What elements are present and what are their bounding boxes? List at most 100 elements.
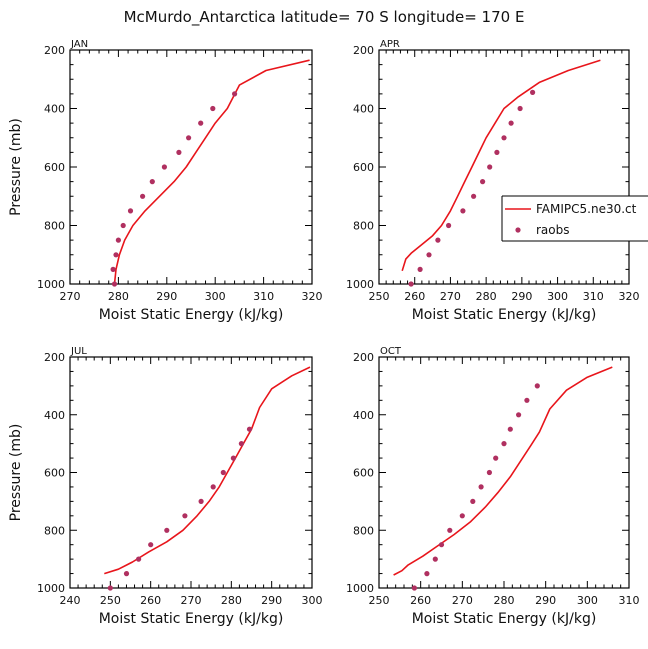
raobs-point [176,149,182,155]
raobs-point [408,281,414,287]
raobs-point [494,149,500,155]
y-axis-label: Pressure (mb) [8,424,24,522]
raobs-point [230,455,236,461]
x-tick-label: 280 [221,594,242,607]
plot-frame [69,356,313,589]
x-tick-label: 280 [494,594,515,607]
raobs-point [507,426,513,432]
panel-apr: APR 250 260 270 280 290 300 310 320 200 400 600 800 1… [346,39,640,323]
raobs-point [232,91,238,97]
model-line [104,366,311,575]
panel-jan: JAN 270 280 290 300 310 320 200 400 600 800 1000 Moi… [8,39,323,323]
panel-jul: JUL 240 250 260 270 280 290 300 200 400 600 800 1000… [8,346,323,627]
x-tick-label: 260 [140,594,161,607]
y-tick-label: 200 [44,351,65,364]
y-tick-label: 600 [353,161,374,174]
x-axis-label: Moist Static Energy (kJ/kg) [99,611,284,627]
raobs-point [501,135,507,141]
raobs-point [107,585,113,591]
raobs-point [186,135,192,141]
raobs-point [459,513,465,519]
y-tick-label: 400 [44,103,65,116]
raobs-point [486,469,492,476]
x-axis-label: Moist Static Energy (kJ/kg) [99,307,284,323]
x-tick-label: 310 [583,290,604,303]
x-tick-label: 270 [60,290,81,303]
x-tick-label: 300 [547,290,568,303]
raobs-point [210,105,216,112]
x-tick-label: 290 [261,594,282,607]
x-tick-label: 290 [156,290,177,303]
x-tick-label: 270 [440,290,461,303]
raobs-point [446,222,452,229]
raobs-point [447,527,453,533]
x-tick-label: 320 [619,290,640,303]
panel-oct: OCT 250 260 270 280 290 300 310 200 400 600 800 1000… [346,346,640,627]
y-tick-label: 400 [353,103,374,116]
y-tick-label: 600 [44,467,65,480]
x-tick-label: 290 [511,290,532,303]
x-tick-label: 280 [476,290,497,303]
raobs-point [111,281,118,287]
plot-frame [69,49,313,285]
raobs-point [246,426,253,432]
x-tick-label: 300 [205,290,226,303]
plot-frame [378,356,630,589]
legend-model-label: FAMIPC5.ne30.ct [536,202,637,216]
y-tick-label: 1000 [37,278,65,291]
raobs-point [411,585,417,591]
raobs-point [198,120,204,126]
y-tick-label: 400 [44,409,65,422]
y-tick-label: 200 [44,44,65,57]
x-tick-label: 260 [404,290,425,303]
y-axis-label: Pressure (mb) [8,118,24,216]
x-tick-label: 310 [253,290,274,303]
raobs-point [487,164,493,170]
y-tick-label: 400 [353,409,374,422]
raobs-point [210,484,216,490]
raobs-point [220,469,226,476]
x-tick-label: 320 [302,290,323,303]
y-tick-label: 600 [353,467,374,480]
y-tick-label: 200 [353,351,374,364]
x-tick-label: 250 [369,594,390,607]
raobs-point [136,556,142,562]
figure-title: McMurdo_Antarctica latitude= 70 S longit… [124,8,525,27]
x-axis-label: Moist Static Energy (kJ/kg) [412,307,597,323]
raobs-point [198,498,204,504]
raobs-point [438,542,445,548]
legend-box [502,196,648,241]
raobs-point [480,179,486,185]
x-tick-label: 280 [108,290,129,303]
raobs-point [424,571,430,577]
raobs-point [517,105,523,112]
panel-label: JAN [70,39,88,50]
panels: JAN 270 280 290 300 310 320 200 400 600 800 1000 Moi… [8,39,648,627]
x-tick-label: 270 [452,594,473,607]
x-tick-label: 250 [100,594,121,607]
y-tick-label: 800 [44,220,65,233]
x-axis-label: Moist Static Energy (kJ/kg) [412,611,597,627]
raobs-point [238,441,244,447]
x-tick-label: 250 [369,290,390,303]
raobs-point [140,193,146,199]
y-tick-label: 800 [353,524,374,537]
raobs-point [123,571,130,577]
panel-label: OCT [380,346,402,357]
raobs-point [508,120,514,126]
y-tick-label: 1000 [346,278,374,291]
model-line [113,59,310,285]
x-tick-label: 270 [181,594,202,607]
x-tick-label: 290 [535,594,556,607]
raobs-point [149,179,155,185]
raobs-point [534,383,540,389]
y-tick-label: 800 [353,220,374,233]
raobs-point [435,237,441,243]
raobs-point [478,484,484,490]
x-tick-label: 300 [302,594,323,607]
model-line [401,59,601,272]
x-tick-label: 310 [619,594,640,607]
y-tick-label: 600 [44,161,65,174]
raobs-point [460,208,466,214]
raobs-point [182,513,188,519]
